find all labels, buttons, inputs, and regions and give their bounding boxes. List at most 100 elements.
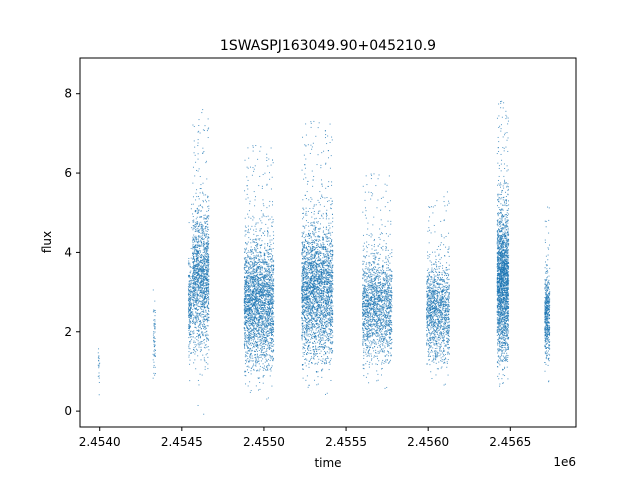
data-point [268, 219, 270, 221]
data-point [201, 206, 203, 208]
data-point [98, 372, 100, 374]
data-point [200, 323, 202, 325]
data-point [331, 310, 333, 312]
data-point [266, 335, 268, 337]
data-point [195, 317, 197, 319]
data-point [256, 362, 258, 364]
data-point [204, 250, 206, 252]
data-point [188, 313, 190, 315]
data-point [268, 331, 270, 333]
data-point [196, 333, 198, 335]
data-point [265, 355, 267, 357]
data-point [252, 292, 254, 294]
data-point [262, 304, 264, 306]
data-point [98, 365, 100, 367]
data-point [261, 286, 263, 288]
data-point [253, 369, 255, 371]
data-point [207, 319, 209, 321]
data-point [203, 230, 205, 232]
data-point [264, 312, 266, 314]
data-point [253, 265, 255, 267]
data-point [252, 146, 254, 148]
data-point [273, 316, 275, 318]
data-point [257, 360, 259, 362]
data-point [244, 292, 246, 294]
data-point [264, 351, 266, 353]
data-point [206, 248, 208, 250]
data-point [252, 316, 254, 318]
data-point [258, 312, 260, 314]
data-point [257, 282, 259, 284]
data-point [257, 288, 259, 290]
data-point [254, 346, 256, 348]
data-point [271, 311, 273, 313]
data-point [204, 273, 206, 275]
data-point [192, 290, 194, 292]
data-point [255, 230, 257, 232]
data-point [265, 354, 267, 356]
data-point [246, 265, 248, 267]
data-point [262, 340, 264, 342]
data-point [206, 280, 208, 282]
data-point [321, 215, 323, 217]
data-point [244, 260, 246, 262]
data-point [271, 287, 273, 289]
data-point [262, 376, 264, 378]
data-point [196, 349, 198, 351]
data-point [193, 269, 195, 271]
data-point [245, 297, 247, 299]
data-point [196, 278, 198, 280]
data-point [305, 285, 307, 287]
data-point [202, 283, 204, 285]
data-point [152, 377, 154, 379]
data-point [264, 253, 266, 255]
data-point [206, 290, 208, 292]
data-point [256, 297, 258, 299]
data-point [189, 341, 191, 343]
data-point [206, 259, 208, 261]
data-point [253, 298, 255, 300]
data-point [303, 247, 305, 249]
data-point [208, 298, 210, 300]
data-point [196, 344, 198, 346]
data-point [244, 297, 246, 299]
data-point [193, 296, 195, 298]
data-point [253, 346, 255, 348]
data-point [203, 281, 205, 283]
data-point [271, 276, 273, 278]
data-point [193, 288, 195, 290]
data-point [266, 303, 268, 305]
data-point [192, 266, 194, 268]
data-point [265, 337, 267, 339]
data-point [252, 262, 254, 264]
data-point [267, 285, 269, 287]
data-point [257, 309, 259, 311]
data-point [244, 318, 246, 320]
data-point [197, 170, 199, 172]
data-point [312, 262, 314, 264]
data-point [206, 243, 208, 245]
data-point [261, 338, 263, 340]
data-point [196, 268, 198, 270]
data-point [193, 286, 195, 288]
data-point [190, 334, 192, 336]
data-point [248, 256, 250, 258]
data-point [252, 241, 254, 243]
data-point [99, 362, 101, 364]
data-point [262, 292, 264, 294]
data-point [196, 304, 198, 306]
data-point [198, 272, 200, 274]
data-point [317, 311, 319, 313]
data-point [253, 312, 255, 314]
data-point [269, 318, 271, 320]
data-point [206, 273, 208, 275]
data-point [252, 277, 254, 279]
data-point [252, 313, 254, 315]
data-point [264, 334, 266, 336]
data-point [195, 271, 197, 273]
data-point [270, 348, 272, 350]
data-point [322, 239, 324, 241]
data-point [207, 346, 209, 348]
data-point [258, 321, 260, 323]
data-point [190, 306, 192, 308]
